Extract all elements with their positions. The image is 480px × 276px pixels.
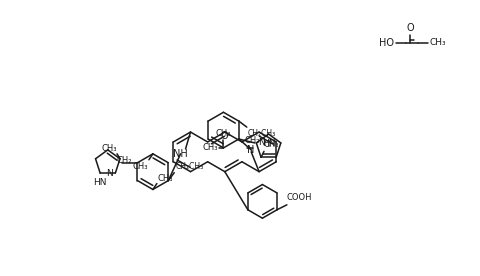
Text: CH₂: CH₂ bbox=[243, 136, 259, 145]
Text: CH₃: CH₃ bbox=[157, 174, 173, 182]
Text: CH₃: CH₃ bbox=[101, 144, 117, 153]
Text: NH: NH bbox=[173, 149, 188, 159]
Text: HN: HN bbox=[261, 139, 275, 148]
Text: CH₂CH₃: CH₂CH₃ bbox=[247, 129, 276, 138]
Text: CH₃: CH₃ bbox=[428, 38, 445, 47]
Text: CH₃: CH₃ bbox=[132, 162, 148, 171]
Text: CH₃: CH₃ bbox=[215, 129, 231, 138]
Text: O: O bbox=[406, 23, 413, 33]
Text: N: N bbox=[247, 145, 254, 155]
Text: HN: HN bbox=[93, 178, 107, 187]
Text: CH₃: CH₃ bbox=[202, 144, 217, 152]
Text: O: O bbox=[220, 131, 228, 141]
Text: CH₃: CH₃ bbox=[263, 140, 278, 149]
Text: CH₂CH₃: CH₂CH₃ bbox=[175, 162, 203, 171]
Text: N: N bbox=[258, 139, 264, 147]
Text: CH₂: CH₂ bbox=[117, 156, 132, 165]
Text: N: N bbox=[107, 169, 113, 178]
Text: HO: HO bbox=[379, 38, 394, 48]
Text: COOH: COOH bbox=[286, 193, 312, 202]
